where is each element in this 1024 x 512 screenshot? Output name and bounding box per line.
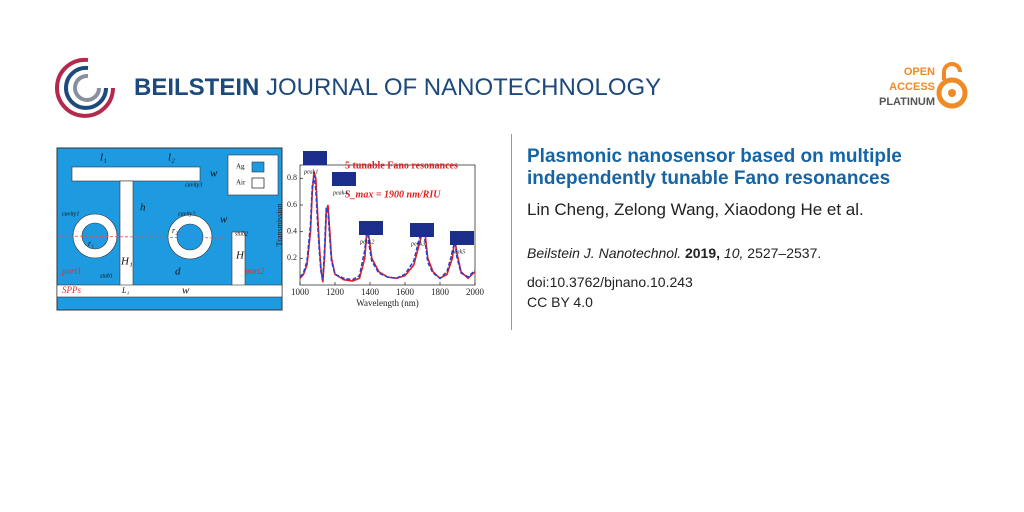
article-info: Plasmonic nanosensor based on multiple i…: [527, 146, 997, 310]
y-axis-label: Transmission: [275, 204, 284, 247]
peak-label: peak1: [303, 169, 318, 175]
peak-inset: [303, 151, 327, 165]
x-tick-label: 2000: [466, 287, 485, 297]
open-access-badge: OPEN ACCESS PLATINUM: [879, 62, 968, 109]
peak-label: peak2: [359, 239, 374, 245]
chart-title: 5 tunable Fano resonances: [345, 160, 458, 171]
schematic-label: H: [235, 250, 245, 262]
journal: Beilstein J. Nanotechnol.: [527, 245, 682, 261]
schematic-label: l₁: [100, 152, 107, 164]
schematic-label: cavity3: [185, 182, 202, 188]
schematic-label: l₂: [168, 152, 175, 164]
peak-inset: [450, 231, 474, 245]
chart: 1000 1200 1400 1600 1800 2000 0.2 0.4 0.6 0.8 Wave…: [275, 151, 485, 308]
x-axis-label: Wavelength (nm): [356, 298, 419, 308]
volume: 10,: [723, 245, 744, 261]
schematic-label: w: [182, 285, 190, 297]
schematic-label: d: [175, 266, 181, 278]
schematic-label: port2: [244, 266, 265, 276]
x-tick-label: 1600: [396, 287, 415, 297]
schematic-label: h: [140, 202, 146, 214]
annotation: S_max = 1900 nm/RIU: [345, 189, 441, 200]
year: 2019,: [684, 245, 721, 261]
authors: Lin Cheng, Zelong Wang, Xiaodong He et a…: [527, 200, 864, 219]
schematic-label: r₂: [172, 226, 178, 235]
y-tick-label: 0.2: [287, 253, 297, 262]
journal-name: BEILSTEIN JOURNAL OF NANOTECHNOLOGY: [134, 74, 661, 101]
schematic: l₁ l₂ w cavity3 cavity1 cavity2 h w r₁ r₂ stub2 H H₁…: [56, 147, 283, 311]
schematic-label: cavity1: [62, 211, 79, 217]
journal-logo: [55, 57, 115, 118]
x-tick-label: 1800: [431, 287, 450, 297]
peak-label: peak5: [450, 249, 465, 255]
pages: 2527–2537.: [747, 245, 822, 261]
license: CC BY 4.0: [527, 294, 593, 310]
y-tick-label: 0.6: [287, 200, 297, 209]
peak-inset: [359, 221, 383, 235]
badge-text: OPEN: [904, 66, 935, 78]
plot-frame: [299, 164, 476, 286]
x-tick-label: 1000: [291, 287, 310, 297]
schematic-label: w: [210, 168, 218, 180]
y-tick-label: 0.8: [287, 173, 297, 182]
schematic-label: L₁: [121, 286, 129, 295]
schematic-label: SPPs: [62, 285, 81, 295]
schematic-label: stub1: [100, 273, 113, 279]
article-title: Plasmonic nanosensor based on multiple i…: [527, 146, 902, 189]
schematic-label: w: [220, 214, 228, 226]
schematic-label: stub2: [235, 231, 248, 237]
peak-label: peak3: [410, 241, 425, 247]
legend-label: Air: [236, 179, 246, 187]
peak-inset: [332, 172, 356, 186]
y-tick-label: 0.4: [287, 226, 297, 235]
schematic-label: H₁: [120, 256, 133, 268]
peak-inset: [410, 223, 434, 237]
x-tick-label: 1400: [361, 287, 380, 297]
doi: doi:10.3762/bjnano.10.243: [527, 274, 693, 290]
badge-text: PLATINUM: [879, 96, 935, 108]
legend-label: Ag: [236, 163, 245, 171]
schematic-label: port1: [61, 266, 82, 276]
badge-text: ACCESS: [889, 81, 935, 93]
schematic-label: r₁: [88, 239, 94, 248]
citation: Beilstein J. Nanotechnol. 2019, 10, 2527…: [527, 245, 997, 261]
x-tick-label: 1200: [326, 287, 345, 297]
series-line: [299, 175, 476, 281]
schematic-label: cavity2: [178, 211, 195, 217]
peak-label: peak4: [332, 189, 347, 196]
